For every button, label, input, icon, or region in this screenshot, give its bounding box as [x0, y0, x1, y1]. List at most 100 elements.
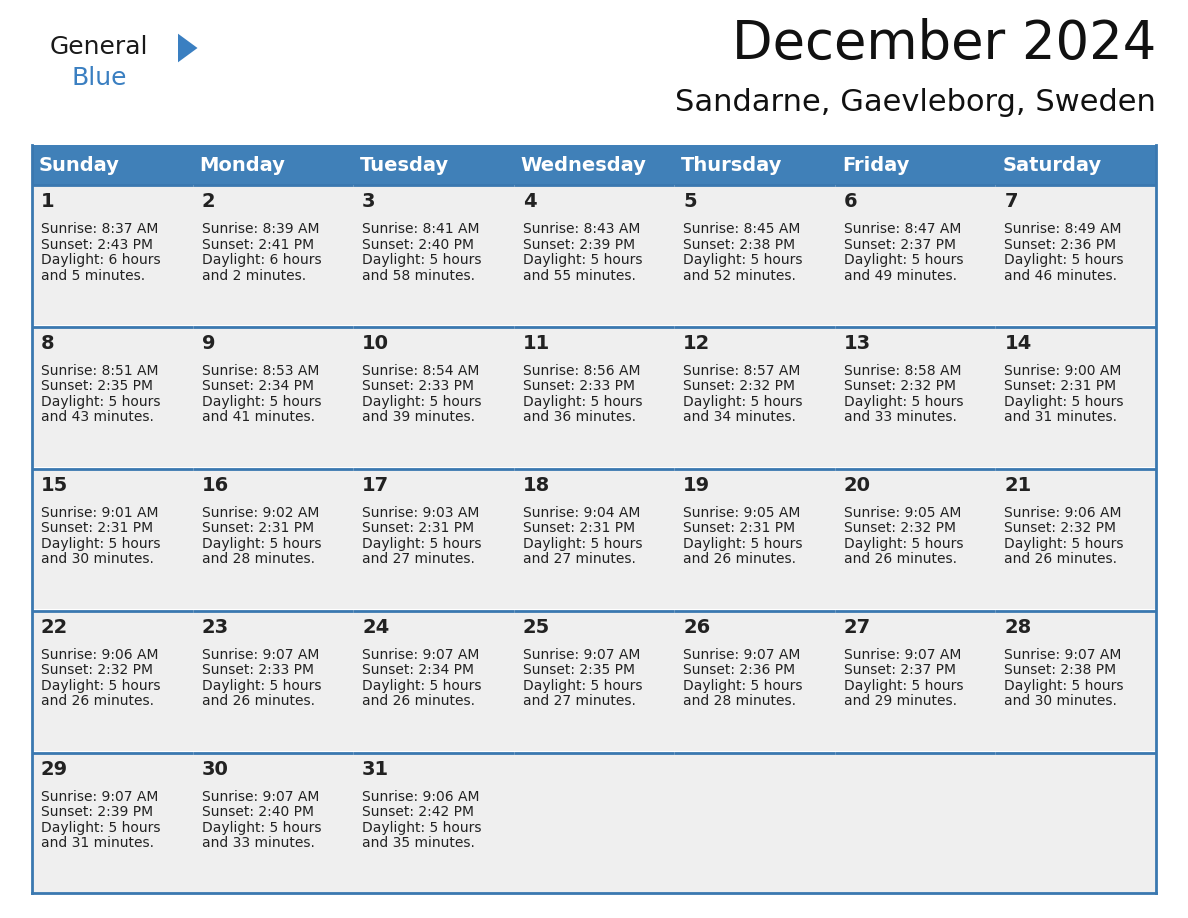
Text: 8: 8: [42, 334, 55, 353]
Text: Sunset: 2:31 PM: Sunset: 2:31 PM: [42, 521, 153, 535]
Text: 21: 21: [1004, 476, 1031, 495]
Text: and 36 minutes.: and 36 minutes.: [523, 410, 636, 424]
Text: Daylight: 5 hours: Daylight: 5 hours: [362, 679, 481, 693]
Text: Sunset: 2:31 PM: Sunset: 2:31 PM: [1004, 379, 1117, 394]
Bar: [32, 327, 192, 467]
Text: and 27 minutes.: and 27 minutes.: [523, 553, 636, 566]
Text: and 26 minutes.: and 26 minutes.: [202, 694, 315, 709]
Text: 11: 11: [523, 334, 550, 353]
Text: 27: 27: [843, 618, 871, 637]
Text: and 43 minutes.: and 43 minutes.: [42, 410, 154, 424]
Bar: [32, 145, 192, 185]
Text: 24: 24: [362, 618, 390, 637]
Bar: [353, 145, 513, 185]
Text: Sunset: 2:32 PM: Sunset: 2:32 PM: [683, 379, 795, 394]
Text: Sunday: Sunday: [39, 155, 120, 174]
Bar: [675, 185, 835, 325]
Text: Daylight: 5 hours: Daylight: 5 hours: [42, 537, 160, 551]
Bar: [353, 610, 513, 751]
Text: 20: 20: [843, 476, 871, 495]
Text: and 31 minutes.: and 31 minutes.: [42, 836, 154, 850]
Text: Sunset: 2:41 PM: Sunset: 2:41 PM: [202, 238, 314, 252]
Text: 6: 6: [843, 192, 858, 211]
Bar: [835, 753, 996, 893]
Text: Sunset: 2:34 PM: Sunset: 2:34 PM: [202, 379, 314, 394]
Text: 29: 29: [42, 760, 68, 778]
Bar: [192, 610, 353, 751]
Bar: [353, 327, 513, 467]
Text: and 30 minutes.: and 30 minutes.: [1004, 694, 1117, 709]
Text: Sunset: 2:38 PM: Sunset: 2:38 PM: [1004, 664, 1117, 677]
Text: Sunrise: 8:56 AM: Sunrise: 8:56 AM: [523, 364, 640, 378]
Text: Sunset: 2:33 PM: Sunset: 2:33 PM: [523, 379, 634, 394]
Text: and 46 minutes.: and 46 minutes.: [1004, 268, 1118, 283]
Text: Wednesday: Wednesday: [520, 155, 646, 174]
Text: Sunrise: 9:06 AM: Sunrise: 9:06 AM: [42, 648, 158, 662]
Text: Sunrise: 9:07 AM: Sunrise: 9:07 AM: [843, 648, 961, 662]
Text: Daylight: 5 hours: Daylight: 5 hours: [42, 395, 160, 409]
Text: Friday: Friday: [842, 155, 909, 174]
Bar: [996, 145, 1156, 185]
Bar: [192, 185, 353, 325]
Text: Daylight: 5 hours: Daylight: 5 hours: [1004, 679, 1124, 693]
Text: Sunrise: 8:51 AM: Sunrise: 8:51 AM: [42, 364, 158, 378]
Text: Daylight: 5 hours: Daylight: 5 hours: [683, 395, 803, 409]
Text: Sunset: 2:39 PM: Sunset: 2:39 PM: [523, 238, 634, 252]
Bar: [675, 469, 835, 609]
Text: and 33 minutes.: and 33 minutes.: [843, 410, 956, 424]
Text: and 33 minutes.: and 33 minutes.: [202, 836, 315, 850]
Text: and 27 minutes.: and 27 minutes.: [523, 694, 636, 709]
Text: Daylight: 5 hours: Daylight: 5 hours: [1004, 537, 1124, 551]
Text: 9: 9: [202, 334, 215, 353]
Text: 18: 18: [523, 476, 550, 495]
Text: Sunset: 2:31 PM: Sunset: 2:31 PM: [523, 521, 634, 535]
Bar: [996, 327, 1156, 467]
Text: Sunrise: 8:41 AM: Sunrise: 8:41 AM: [362, 222, 480, 236]
Text: Daylight: 5 hours: Daylight: 5 hours: [202, 679, 321, 693]
Text: Daylight: 5 hours: Daylight: 5 hours: [42, 679, 160, 693]
Text: 17: 17: [362, 476, 390, 495]
Bar: [32, 753, 192, 893]
Text: Sunset: 2:39 PM: Sunset: 2:39 PM: [42, 805, 153, 820]
Text: Sunset: 2:42 PM: Sunset: 2:42 PM: [362, 805, 474, 820]
Bar: [513, 145, 675, 185]
Bar: [996, 610, 1156, 751]
Bar: [835, 469, 996, 609]
Text: Sunset: 2:32 PM: Sunset: 2:32 PM: [843, 521, 956, 535]
Bar: [996, 753, 1156, 893]
Text: and 26 minutes.: and 26 minutes.: [683, 553, 796, 566]
Text: Daylight: 5 hours: Daylight: 5 hours: [42, 821, 160, 834]
Text: Sunrise: 8:49 AM: Sunrise: 8:49 AM: [1004, 222, 1121, 236]
Text: 31: 31: [362, 760, 390, 778]
Text: Sunrise: 9:07 AM: Sunrise: 9:07 AM: [523, 648, 640, 662]
Text: Sunset: 2:33 PM: Sunset: 2:33 PM: [202, 664, 314, 677]
Text: 1: 1: [42, 192, 55, 211]
Text: and 5 minutes.: and 5 minutes.: [42, 268, 145, 283]
Bar: [835, 327, 996, 467]
Text: Sunrise: 9:02 AM: Sunrise: 9:02 AM: [202, 506, 318, 520]
Bar: [353, 753, 513, 893]
Text: Sunrise: 9:06 AM: Sunrise: 9:06 AM: [1004, 506, 1121, 520]
Text: Sunrise: 8:57 AM: Sunrise: 8:57 AM: [683, 364, 801, 378]
Text: 10: 10: [362, 334, 390, 353]
Text: Daylight: 5 hours: Daylight: 5 hours: [362, 253, 481, 267]
Text: Daylight: 5 hours: Daylight: 5 hours: [683, 679, 803, 693]
Text: Sunrise: 9:05 AM: Sunrise: 9:05 AM: [843, 506, 961, 520]
Text: Sunset: 2:32 PM: Sunset: 2:32 PM: [843, 379, 956, 394]
Text: Sunset: 2:35 PM: Sunset: 2:35 PM: [523, 664, 634, 677]
Polygon shape: [178, 34, 197, 62]
Text: 2: 2: [202, 192, 215, 211]
Text: Daylight: 5 hours: Daylight: 5 hours: [362, 821, 481, 834]
Text: Daylight: 5 hours: Daylight: 5 hours: [843, 395, 963, 409]
Text: and 52 minutes.: and 52 minutes.: [683, 268, 796, 283]
Text: Tuesday: Tuesday: [360, 155, 449, 174]
Text: and 58 minutes.: and 58 minutes.: [362, 268, 475, 283]
Text: Thursday: Thursday: [681, 155, 783, 174]
Text: Daylight: 5 hours: Daylight: 5 hours: [683, 537, 803, 551]
Bar: [675, 753, 835, 893]
Bar: [192, 469, 353, 609]
Text: 14: 14: [1004, 334, 1031, 353]
Text: Sunset: 2:32 PM: Sunset: 2:32 PM: [1004, 521, 1117, 535]
Text: Sunrise: 8:58 AM: Sunrise: 8:58 AM: [843, 364, 961, 378]
Bar: [353, 185, 513, 325]
